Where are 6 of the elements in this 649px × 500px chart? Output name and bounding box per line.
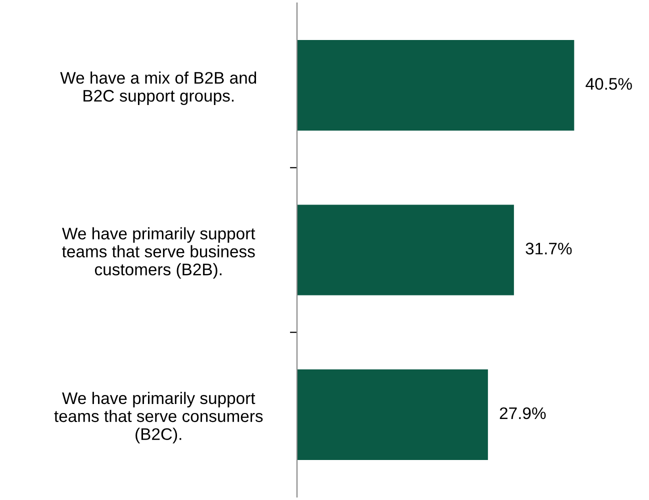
y-tick-label: We have primarily support teams that serve business customers (B2B). — [62, 227, 256, 279]
data-label: 31.7% — [526, 242, 572, 254]
data-label: 40.5% — [586, 78, 632, 90]
y-tick-label: We have primarily support teams that serve consumers (B2C). — [54, 392, 263, 444]
y-tick-label: We have a mix of B2B and B2C support groups. — [60, 72, 256, 106]
data-label: 27.9% — [500, 407, 546, 420]
